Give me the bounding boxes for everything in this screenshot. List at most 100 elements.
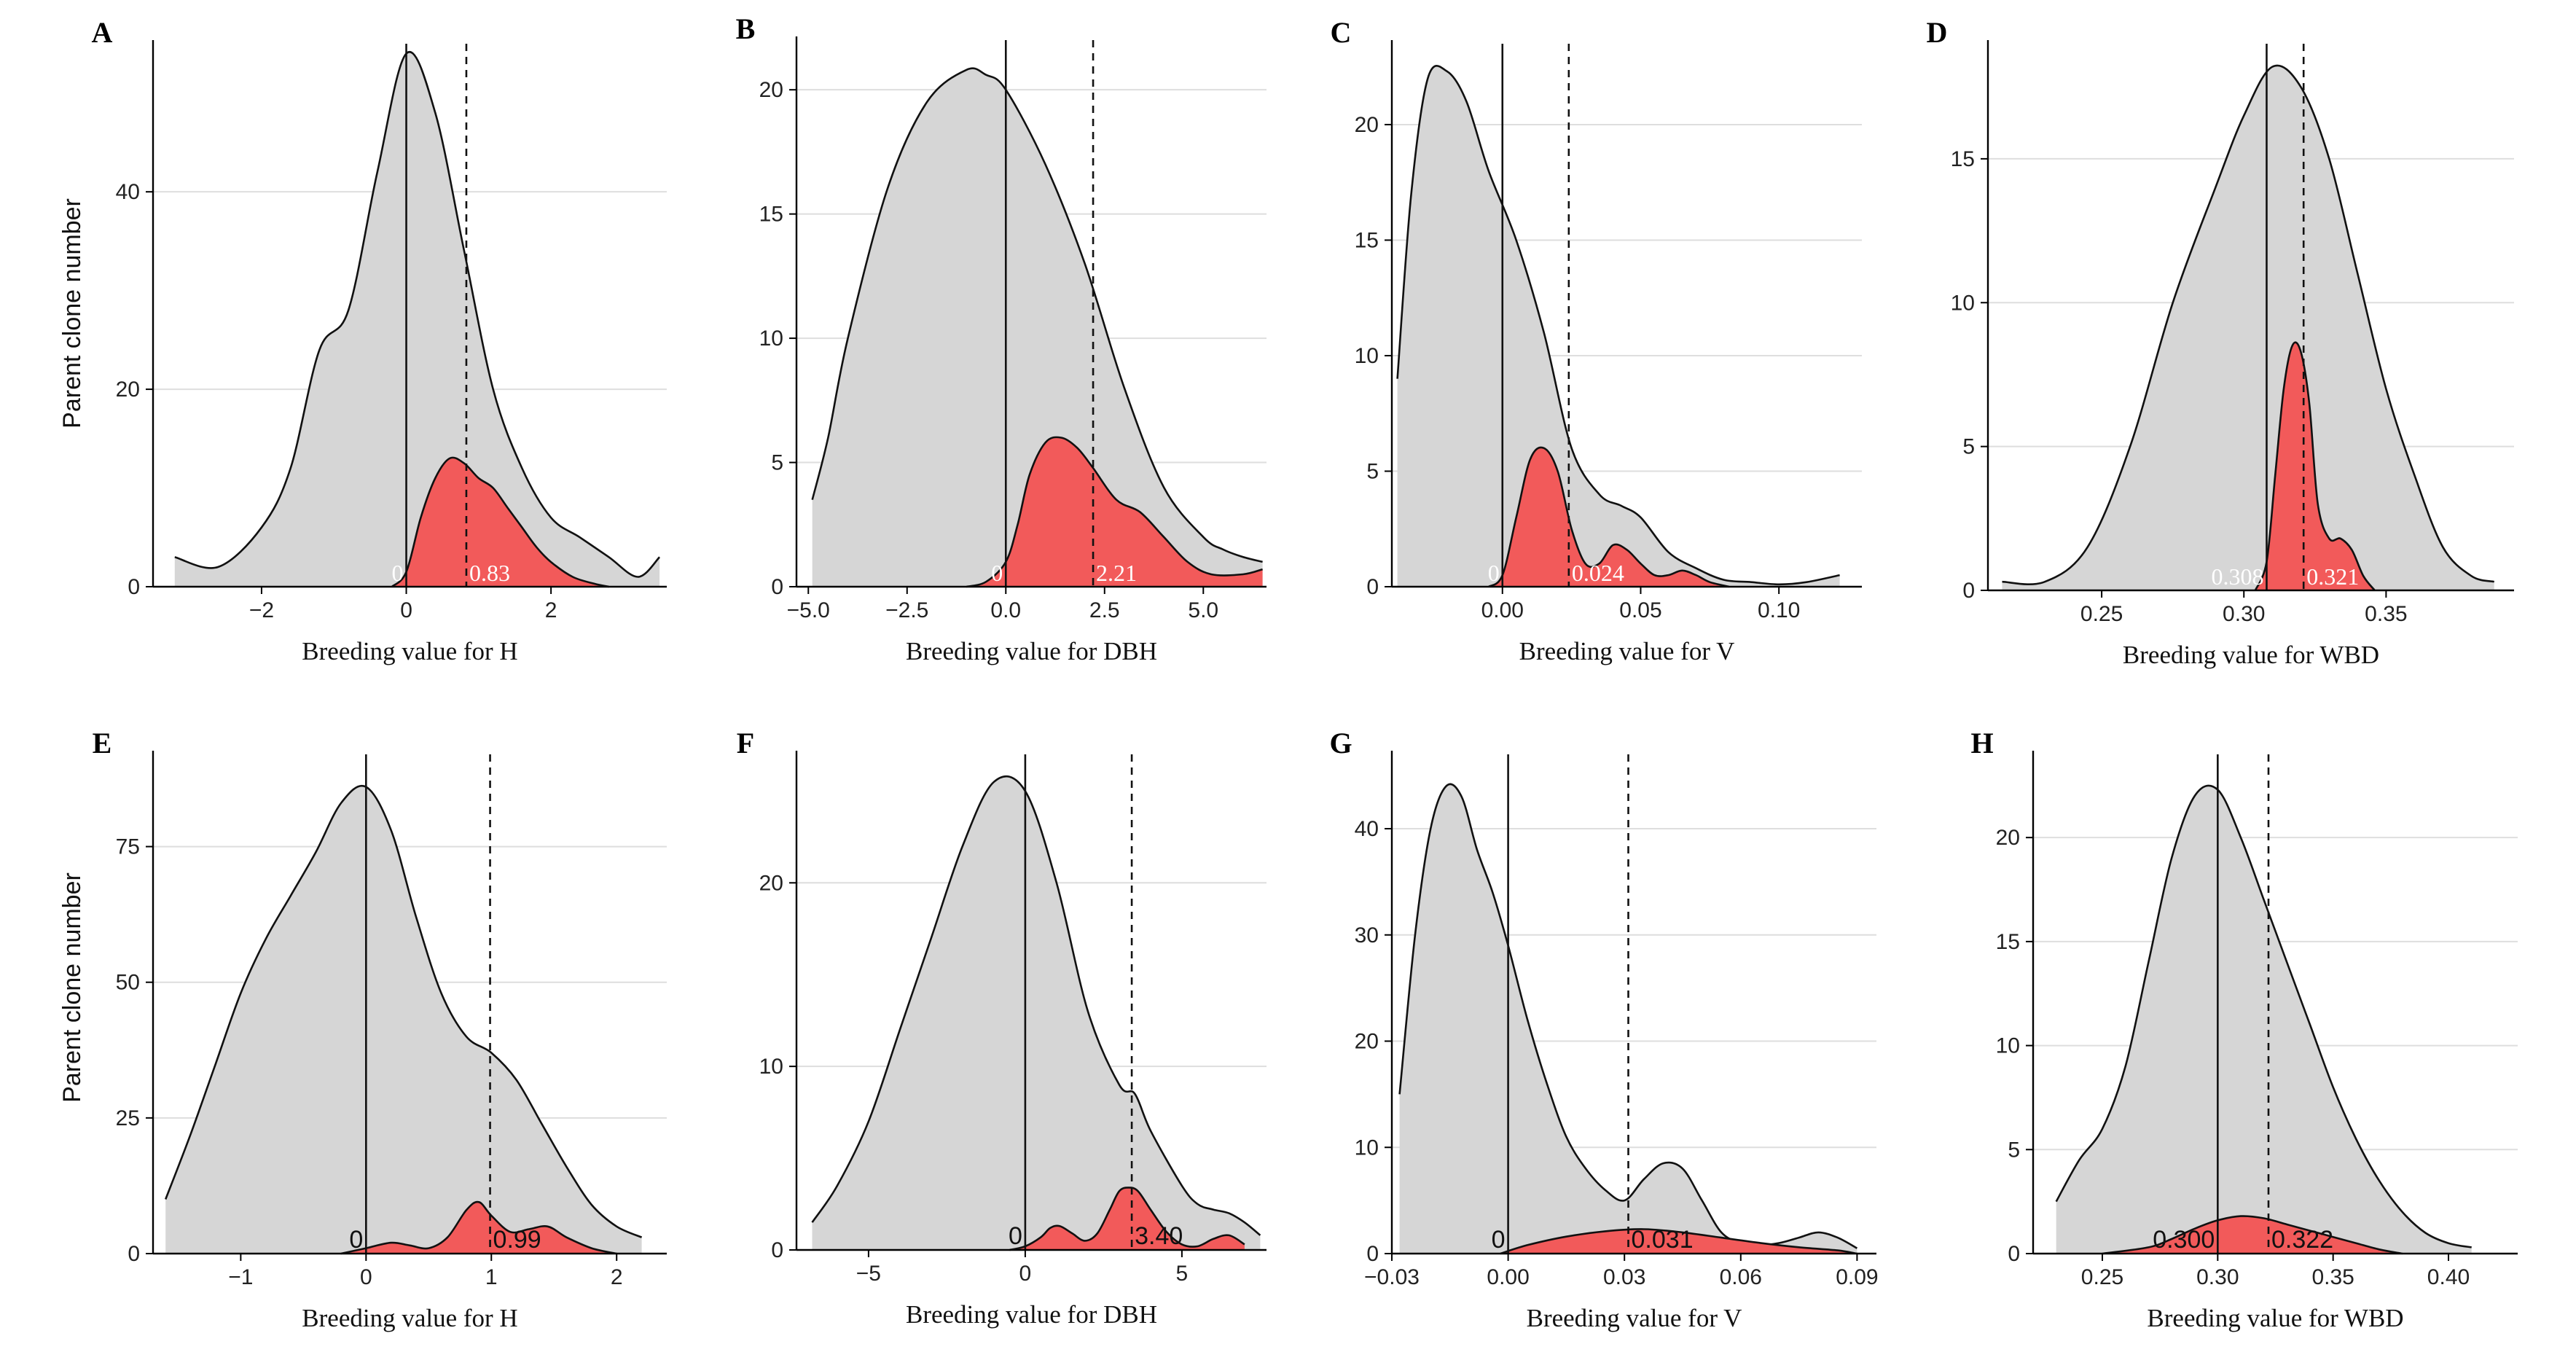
y-tick-label: 15 (759, 203, 783, 227)
y-tick-label: 0 (771, 575, 783, 599)
y-tick-label: 10 (1996, 1034, 2020, 1058)
selected-mean-value-label: 0.83 (469, 560, 510, 586)
y-tick-label: 0 (771, 1238, 783, 1262)
all-clones-density-curve (1396, 65, 1840, 586)
x-tick-label: −5.0 (787, 598, 830, 622)
panel-letter: A (92, 16, 113, 49)
y-tick-label: 5 (771, 451, 783, 475)
x-tick-label: 0.25 (2080, 602, 2123, 626)
selected-mean-value-label: 3.40 (1135, 1222, 1183, 1250)
y-tick-label: 15 (1996, 930, 2020, 954)
y-tick-label: 5 (1366, 459, 1379, 483)
y-tick-label: 0 (128, 1242, 140, 1266)
all-clones-density-curve (164, 784, 643, 1238)
x-tick-label: 0.06 (1720, 1265, 1762, 1289)
selected-clones-density-fill (2102, 1216, 2403, 1254)
y-tick-label: 10 (759, 1055, 783, 1079)
y-tick-label: 10 (1355, 344, 1379, 368)
x-tick-label: 0.25 (2081, 1265, 2123, 1289)
y-tick-label: 20 (759, 78, 783, 102)
all-clones-density-curve (811, 775, 1261, 1236)
y-tick-label: 20 (1355, 1030, 1379, 1054)
x-tick-label: 0.35 (2365, 602, 2407, 626)
x-tick-label: −1 (228, 1265, 253, 1289)
x-axis-label: Breeding value for WBD (2147, 1304, 2403, 1332)
selected-clones-density-curve (391, 456, 609, 588)
selected-clones-density-curve (966, 436, 1263, 588)
x-tick-label: 0.30 (2223, 602, 2265, 626)
mean-value-label: 0.308 (2211, 563, 2263, 590)
selected-mean-value-label: 0.322 (2271, 1226, 2333, 1254)
all-clones-density-curve (2002, 64, 2495, 585)
selected-mean-value-label: 0.321 (2306, 563, 2359, 590)
selected-clones-density-fill (340, 1202, 617, 1254)
x-tick-label: 0.10 (1758, 598, 1800, 622)
x-tick-label: 2 (545, 598, 557, 622)
selected-clones-density-fill (966, 437, 1263, 587)
x-tick-label: 5 (1176, 1262, 1189, 1286)
y-tick-label: 50 (116, 971, 140, 995)
x-tick-label: 1 (485, 1265, 498, 1289)
selected-clones-density-fill (391, 457, 609, 587)
panel-letter: H (1970, 727, 1993, 759)
selected-clones-density-curve (1487, 446, 1730, 588)
panel-F: 0 10 20 −5 0 5 0 3.40 Breeding value for DBH F (737, 727, 1267, 1329)
all-clones-density-fill (812, 776, 1261, 1250)
panel-E: 0 25 50 75 −1 0 1 2 0 0.99 Breeding value for H E (93, 727, 667, 1332)
selected-mean-value-label: 2.21 (1096, 560, 1137, 586)
y-tick-label: 25 (116, 1106, 140, 1130)
y-tick-label: 30 (1355, 923, 1379, 947)
panel-letter: D (1927, 16, 1948, 49)
x-tick-label: 0.09 (1836, 1265, 1878, 1289)
panel-B: 0 5 10 15 20 −5.0 −2.5 0.0 2.5 5.0 0 2.21 Breeding v… (736, 12, 1267, 665)
all-clones-density-fill (2056, 785, 2472, 1254)
x-axis-label: Breeding value for WBD (2123, 641, 2379, 669)
x-tick-label: 0.05 (1619, 598, 1661, 622)
x-axis-label: Breeding value for DBH (906, 1300, 1157, 1329)
x-tick-label: 0 (360, 1265, 372, 1289)
panel-G: 0 10 20 30 40 −0.03 0.00 0.03 0.06 0.09 0 0.031 Bree… (1329, 727, 1878, 1332)
x-tick-label: 0.00 (1481, 598, 1524, 622)
selected-clones-density-curve (2254, 341, 2376, 591)
x-axis-label: Breeding value for V (1519, 637, 1735, 665)
y-tick-label: 5 (2008, 1138, 2020, 1162)
panel-letter: C (1331, 16, 1352, 49)
panel-letter: B (736, 12, 756, 45)
x-tick-label: 0.30 (2196, 1265, 2239, 1289)
x-tick-label: 5.0 (1188, 598, 1218, 622)
all-clones-density-fill (1397, 66, 1840, 587)
y-tick-label: 40 (1355, 817, 1379, 841)
y-tick-label: 15 (1355, 228, 1379, 252)
y-tick-label: 20 (759, 871, 783, 895)
mean-value-label: 0 (1488, 560, 1500, 586)
panel-H: 0 5 10 15 20 0.25 0.30 0.35 0.40 0.300 0.322 Breedi… (1970, 727, 2518, 1332)
x-tick-label: −2 (249, 598, 274, 622)
x-tick-label: −2.5 (885, 598, 928, 622)
y-tick-label: 0 (2008, 1242, 2020, 1266)
selected-clones-density-fill (1009, 1187, 1245, 1250)
mean-value-label: 0 (349, 1226, 363, 1254)
x-tick-label: 0 (400, 598, 412, 622)
mean-value-label: 0 (1492, 1226, 1506, 1254)
x-tick-label: 2.5 (1089, 598, 1120, 622)
x-tick-label: 0.0 (990, 598, 1021, 622)
all-clones-density-fill (2002, 65, 2494, 590)
selected-clones-density-fill (2255, 342, 2375, 590)
panel-letter: F (737, 727, 754, 759)
selected-clones-density-fill (1500, 1229, 1857, 1254)
y-tick-label: 20 (116, 378, 140, 402)
panel-letter: E (93, 727, 112, 759)
mean-value-label: 0 (392, 560, 404, 586)
all-clones-density-curve (2055, 784, 2472, 1248)
x-axis-label: Breeding value for V (1527, 1304, 1742, 1332)
x-axis-label: Breeding value for H (302, 1304, 517, 1332)
all-clones-density-curve (174, 51, 661, 578)
selected-mean-value-label: 0.99 (493, 1226, 541, 1254)
selected-clones-density-fill (1488, 447, 1729, 587)
selected-mean-value-label: 0.031 (1632, 1226, 1694, 1254)
all-clones-density-fill (165, 786, 642, 1254)
panel-D: 0 5 10 15 0.25 0.30 0.35 0.308 0.321 Breeding val… (1927, 16, 2514, 669)
x-axis-label: Breeding value for DBH (906, 637, 1157, 665)
